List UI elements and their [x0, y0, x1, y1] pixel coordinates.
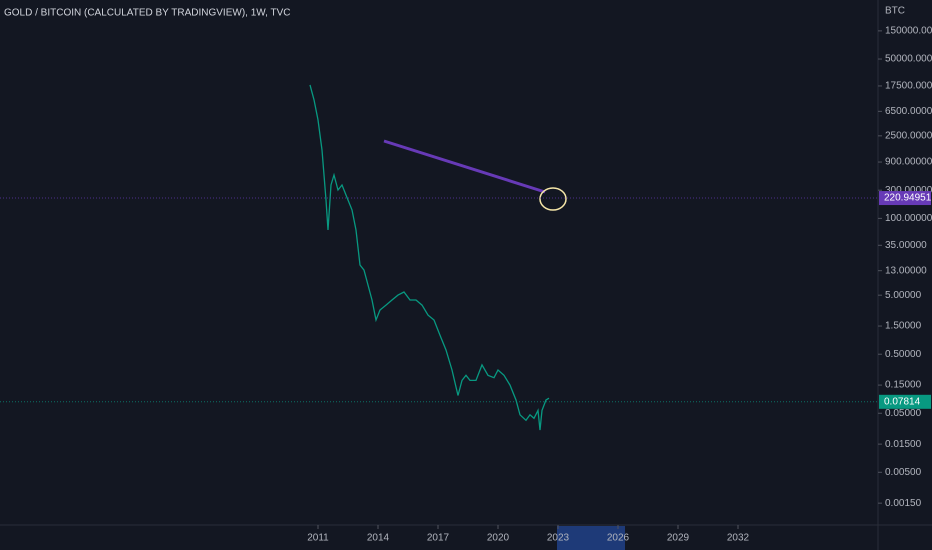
x-tick-label: 2026	[607, 533, 630, 544]
x-tick-label: 2029	[667, 533, 690, 544]
y-tick-label: 17500.00000	[885, 81, 932, 92]
y-tick-label: 0.50000	[885, 349, 922, 360]
y-tick-label: 1.50000	[885, 321, 922, 332]
price-label-box	[879, 394, 931, 409]
x-tick-label: 2014	[367, 533, 390, 544]
y-tick-label: 0.15000	[885, 380, 922, 391]
price-label: 220.94951	[884, 193, 932, 204]
y-tick-label: 50000.00000	[885, 54, 932, 65]
x-tick-label: 2032	[727, 533, 750, 544]
y-tick-label: 150000.00000	[885, 26, 932, 37]
y-tick-label: 6500.00000	[885, 106, 932, 117]
y-tick-label: 300.00000	[885, 185, 932, 196]
y-tick-label: 0.00150	[885, 498, 922, 509]
chart-title: GOLD / BITCOIN (CALCULATED BY TRADINGVIE…	[4, 8, 291, 19]
y-tick-label: 0.01500	[885, 439, 922, 450]
circle-drawing	[539, 187, 567, 211]
x-tick-label: 2020	[487, 533, 510, 544]
range-highlight	[557, 526, 625, 550]
y-tick-label: 2500.00000	[885, 130, 932, 141]
trend-line	[383, 139, 546, 194]
y-axis-label: BTC	[885, 6, 905, 17]
y-tick-label: 0.00500	[885, 467, 922, 478]
price-line	[309, 84, 550, 431]
x-tick-label: 2011	[307, 533, 329, 544]
y-tick-label: 100.00000	[885, 213, 932, 224]
price-label: 0.07814	[884, 396, 921, 407]
y-tick-label: 0.05000	[885, 408, 922, 419]
y-tick-label: 5.00000	[885, 290, 922, 301]
x-tick-label: 2023	[547, 533, 570, 544]
y-tick-label: 900.00000	[885, 157, 932, 168]
price-label-box	[879, 191, 931, 206]
y-tick-label: 13.00000	[885, 265, 927, 276]
y-tick-label: 35.00000	[885, 240, 927, 251]
x-tick-label: 2017	[427, 533, 450, 544]
